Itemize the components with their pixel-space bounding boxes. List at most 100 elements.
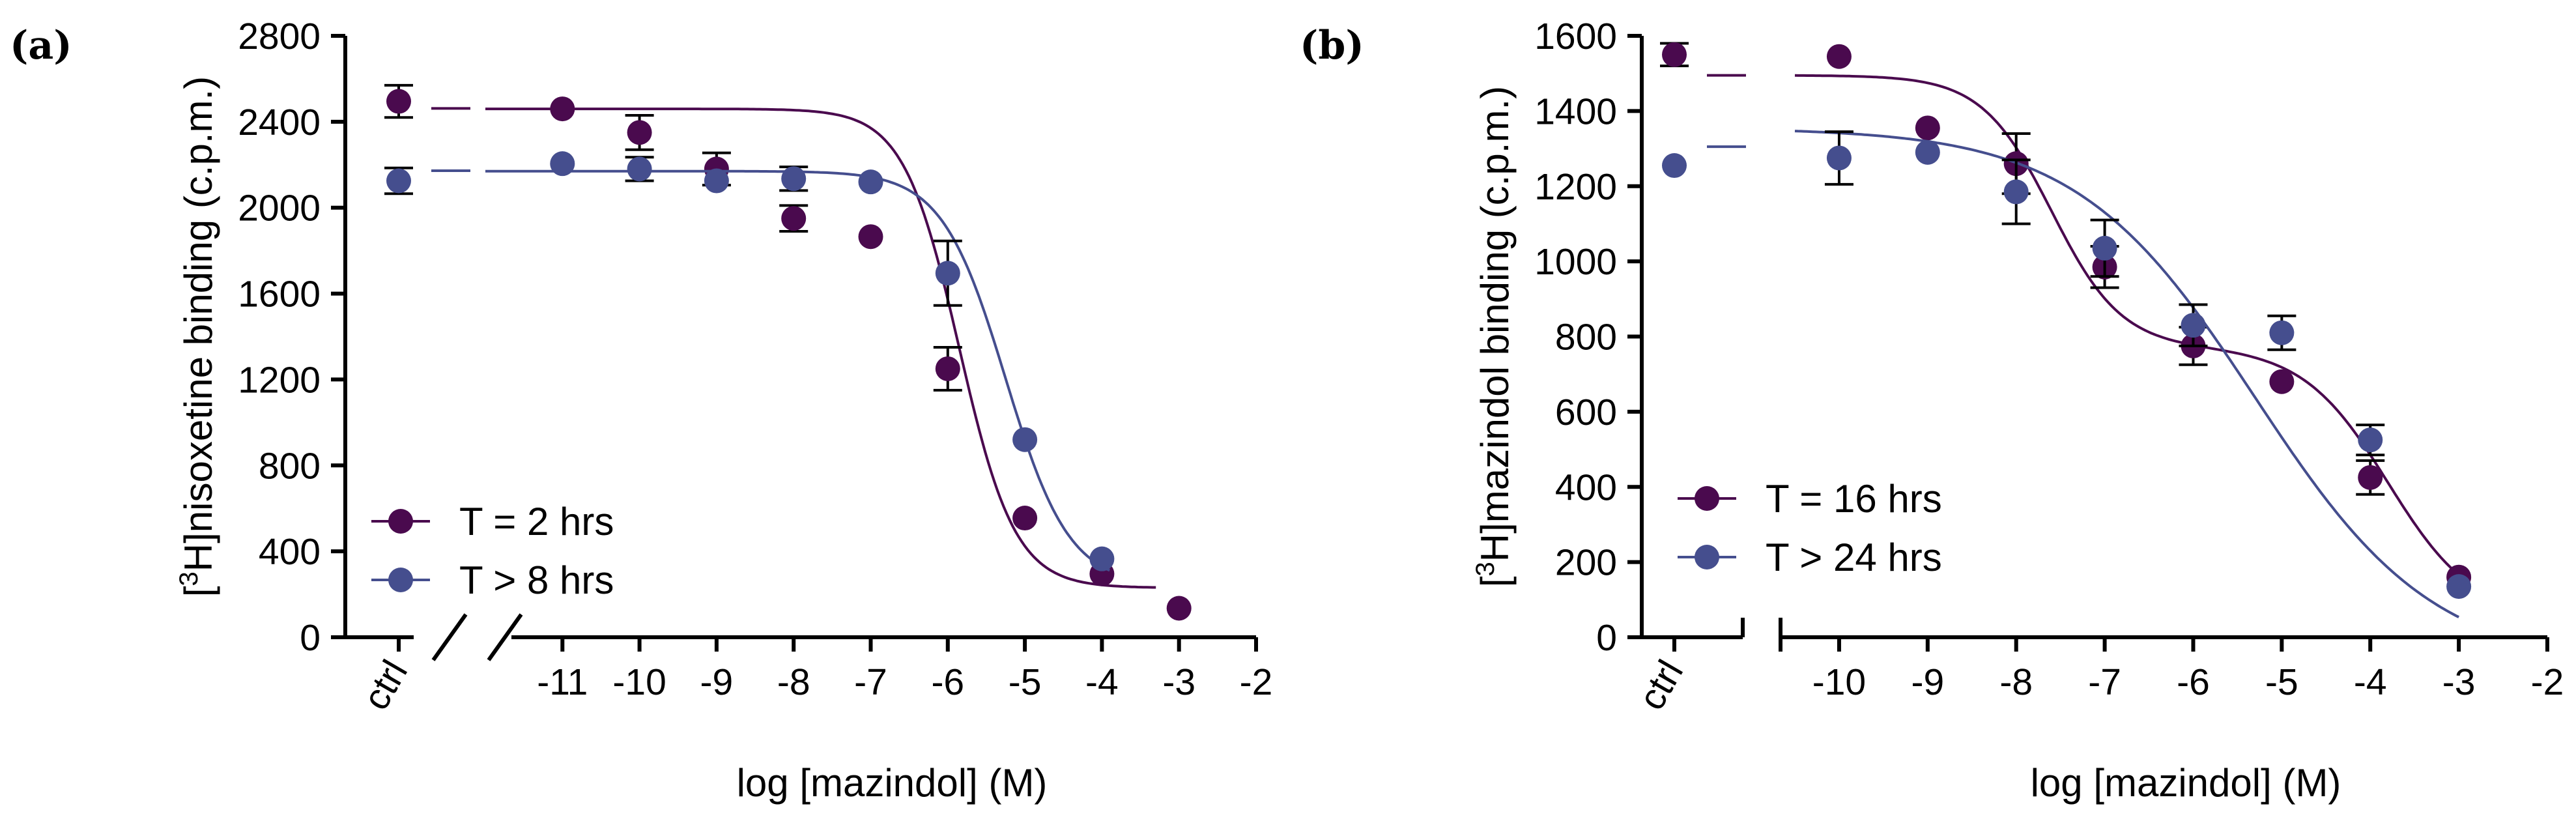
data-point [858,169,883,195]
y-axis-title-bracket: [ [1473,576,1517,587]
series-2: T > 24 hrs [1662,130,2472,618]
x-tick-label: -3 [2442,661,2476,703]
data-point [1012,506,1038,531]
y-tick-label: 2000 [238,188,321,229]
y-axis-title-text: H]mazindol binding (c.p.m.) [1473,86,1517,562]
panel-label: (b) [1300,23,1364,68]
ctrl-point [1662,153,1687,179]
legend-marker [1695,486,1719,511]
y-tick-label: 1600 [238,274,321,315]
y-tick-label: 1600 [1534,16,1617,57]
data-point [627,120,652,145]
y-tick-label: 0 [300,617,321,659]
x-tick-label: -10 [1812,661,1866,703]
x-tick-label: -9 [1911,661,1944,703]
data-point [781,206,807,231]
data-point [1012,427,1038,452]
legend-label: T > 24 hrs [1766,536,1942,579]
x-tick-label: -2 [2531,661,2564,703]
x-tick-label: -4 [2354,661,2387,703]
data-point [2003,179,2029,205]
data-point [858,224,883,250]
series-2: T > 8 hrs [371,151,1115,602]
y-axis-title-superscript: 3 [1471,562,1500,576]
legend-label: T > 8 hrs [459,558,614,602]
y-axis-title: [3H]nisoxetine binding (c.p.m.) [175,76,220,597]
x-tick-label: -8 [777,661,810,703]
data-point [550,151,575,177]
x-axis-title: log [mazindol] (M) [2031,761,2341,805]
x-tick-label: -7 [854,661,887,703]
x-tick-label: -10 [612,661,666,703]
axis-break-mark [431,613,468,661]
legend-marker [1695,545,1719,569]
y-tick-label: 400 [259,531,321,573]
y-tick-label: 400 [1555,467,1617,508]
fit-curve [485,108,1156,589]
data-point [1826,44,1852,69]
y-axis-title-superscript: 3 [175,571,203,586]
data-point [2358,465,2383,490]
y-tick-label: 800 [1555,317,1617,358]
series-1: T = 16 hrs [1660,42,2472,590]
data-point [1089,546,1115,571]
y-tick-label: 600 [1555,392,1617,433]
series-1: T = 2 hrs [371,83,1192,621]
y-tick-label: 2800 [238,16,321,57]
x-tick-label: -2 [1240,661,1273,703]
data-point [935,356,960,381]
fit-curve [1794,130,2459,618]
data-point [2269,320,2295,345]
y-tick-label: 2400 [238,102,321,143]
y-tick-label: 0 [1596,617,1617,659]
y-tick-label: 1200 [238,359,321,401]
data-point [550,96,575,122]
data-point [2269,369,2295,394]
x-tick-label-ctrl: ctrl [1631,654,1691,717]
legend-marker [388,509,413,534]
data-point [1915,139,1940,165]
y-tick-label: 200 [1555,542,1617,584]
data-point [1826,145,1852,171]
y-tick-label: 800 [259,445,321,487]
data-point [2092,235,2117,261]
x-tick-label: -8 [1999,661,2033,703]
legend-label: T = 2 hrs [459,500,614,543]
y-tick-label: 1000 [1534,241,1617,283]
panel-a: (a) 0 400 800 1200 1600 2000 2400 2800 [3H]nisoxe… [10,16,1272,805]
data-point [1915,115,1940,141]
data-point [704,168,729,194]
data-point [2181,313,2206,338]
x-tick-label: -6 [2177,661,2210,703]
x-axis-title: log [mazindol] (M) [737,761,1048,805]
data-point [935,261,960,286]
x-tick-label-ctrl: ctrl [355,654,416,717]
ctrl-point [386,168,411,194]
panel-label: (a) [10,23,72,68]
y-axis-title-bracket: [ [177,586,220,597]
legend-label: T = 16 hrs [1766,477,1942,521]
data-point [1166,596,1192,621]
x-tick-label: -7 [2088,661,2121,703]
x-tick-label: -4 [1085,661,1119,703]
panel-b: (b) 0 200 400 600 800 1000 1200 1400 1600 [3H]mazi… [1300,16,2564,805]
ctrl-point [386,89,411,114]
x-tick-label: -9 [700,661,734,703]
data-point [2446,574,2472,599]
x-tick-label: -5 [1009,661,1042,703]
data-point [627,156,652,182]
x-tick-label: -5 [2265,661,2298,703]
y-tick-label: 1200 [1534,166,1617,208]
ctrl-point [1662,42,1687,67]
x-tick-label: -3 [1162,661,1195,703]
y-axis-title-text: H]nisoxetine binding (c.p.m.) [177,76,220,571]
x-tick-label: -11 [537,661,588,703]
axis-break-mark [487,613,523,661]
data-point [2358,427,2383,453]
y-tick-label: 1400 [1534,91,1617,132]
x-tick-label: -6 [931,661,964,703]
data-point [781,166,807,192]
legend-marker [388,568,413,592]
fit-curve [1794,74,2460,576]
